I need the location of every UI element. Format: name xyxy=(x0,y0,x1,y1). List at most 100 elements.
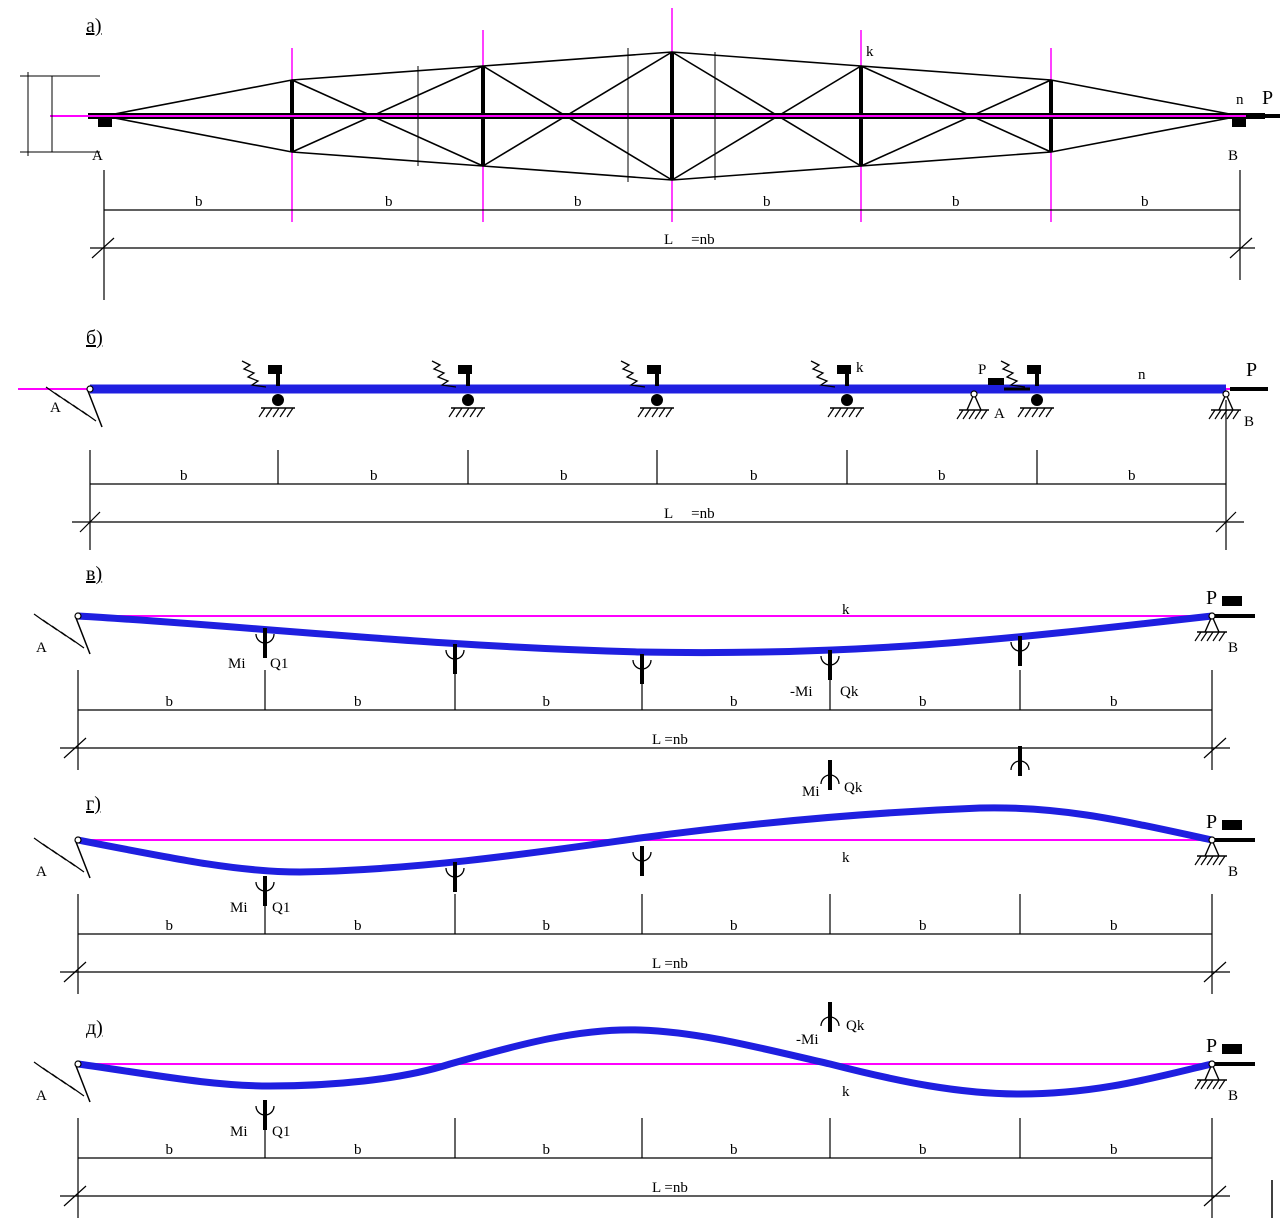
span-label: b xyxy=(1141,194,1149,210)
ground-hatch xyxy=(637,407,645,418)
panel-c-k: k xyxy=(842,602,850,618)
rotational-spring xyxy=(1000,360,1026,388)
moment-arc xyxy=(445,649,465,660)
ground-hatch xyxy=(980,409,988,420)
span-label: b xyxy=(354,694,362,710)
panel-a-left-bearing xyxy=(98,119,112,127)
wall-hatch xyxy=(81,410,97,422)
ground-hatch xyxy=(462,407,470,418)
panel-d-support-a: A xyxy=(36,864,47,880)
ground-hatch xyxy=(974,409,982,420)
ground-hatch xyxy=(1194,855,1202,866)
ground-hatch xyxy=(1045,407,1053,418)
moment-arc xyxy=(1010,641,1030,652)
span-label: b xyxy=(1110,1142,1118,1158)
panel-a-span-labels: b b b b b b xyxy=(195,194,1149,210)
panel-a-span-dims xyxy=(90,170,1255,300)
panel-b-n: n xyxy=(1138,367,1146,383)
ground-hatch xyxy=(665,407,673,418)
spring-roller xyxy=(841,394,853,406)
panel-c-p: P xyxy=(1206,587,1217,609)
panel-d-support-b: B xyxy=(1228,864,1238,880)
moment-arc xyxy=(632,851,652,862)
dimension-tick xyxy=(63,1185,87,1207)
ground-hatch xyxy=(265,407,273,418)
ground-hatch xyxy=(1214,409,1222,420)
panel-d-mk: Mi xyxy=(802,784,820,800)
panel-e-support-a: A xyxy=(36,1088,47,1104)
ground-hatch xyxy=(1206,631,1214,642)
ground-hatch xyxy=(1017,407,1025,418)
panel-e-p: P xyxy=(1206,1035,1217,1057)
ground-hatch xyxy=(834,407,842,418)
span-label: b xyxy=(919,918,927,934)
hinge-link xyxy=(75,1065,91,1103)
panel-c-support-b: B xyxy=(1228,640,1238,656)
length-label: L =nb xyxy=(652,956,688,972)
moment-arc xyxy=(632,659,652,670)
panel-a-n: n xyxy=(1236,92,1244,108)
span-label: b xyxy=(166,694,174,710)
span-label: b xyxy=(354,918,362,934)
panel-c-qk: Qk xyxy=(840,684,859,700)
spring-block xyxy=(458,365,472,374)
pin-hinge xyxy=(1222,390,1230,398)
moment-arc xyxy=(255,633,275,644)
hinge-link xyxy=(87,390,103,428)
panel-a-support-a: A xyxy=(92,148,103,164)
ground-hatch xyxy=(968,409,976,420)
dimension-tick xyxy=(1203,737,1227,759)
ground-hatch xyxy=(855,407,863,418)
span-label: b xyxy=(730,694,738,710)
rotational-spring xyxy=(810,360,836,388)
panel-b-p: P xyxy=(1246,359,1257,381)
span-label: b xyxy=(385,194,393,210)
ground-hatch xyxy=(1218,855,1226,866)
panel-a-label: a) xyxy=(86,15,102,37)
panel-c-mk: -Mi xyxy=(790,684,813,700)
ground-hatch xyxy=(1200,631,1208,642)
ground-hatch xyxy=(827,407,835,418)
hinge-link xyxy=(75,841,91,879)
mode-dimension-lines: b b b b b b L =nb b b b b b b L =nb b b b b b b L =nb xyxy=(60,670,1230,1218)
span-label: b xyxy=(1110,918,1118,934)
panel-e-m1: Mi xyxy=(230,1124,248,1140)
span-label: b xyxy=(750,468,758,484)
ground-hatch xyxy=(1024,407,1032,418)
panel-d-deflected-beam xyxy=(77,804,1213,876)
ground-hatch xyxy=(1194,631,1202,642)
ground-hatch xyxy=(1206,1079,1214,1090)
hinge xyxy=(74,612,82,620)
ground-hatch xyxy=(848,407,856,418)
spring-block xyxy=(268,365,282,374)
span-label: b xyxy=(730,1142,738,1158)
span-label: b xyxy=(166,918,174,934)
ground-hatch xyxy=(956,409,964,420)
panel-d-m1: Mi xyxy=(230,900,248,916)
span-label: b xyxy=(919,1142,927,1158)
spring-roller xyxy=(1031,394,1043,406)
ground-hatch xyxy=(1212,855,1220,866)
dimension-tick xyxy=(63,961,87,983)
panel-e-mk: -Mi xyxy=(796,1032,819,1048)
panel-d-p-box xyxy=(1222,820,1242,830)
span-label: b xyxy=(938,468,946,484)
ground-hatch xyxy=(286,407,294,418)
panel-b: б) k n P P A A B b b b b b xyxy=(18,327,1268,550)
panel-a: a) xyxy=(20,8,1280,300)
panel-b-span-dims xyxy=(72,400,1244,550)
pin-hinge xyxy=(1208,836,1216,844)
moment-arc xyxy=(820,774,840,785)
moment-arc xyxy=(255,1105,275,1116)
span-label: b xyxy=(180,468,188,484)
span-label: b xyxy=(560,468,568,484)
span-label: b xyxy=(354,1142,362,1158)
pin-hinge xyxy=(970,390,978,398)
panel-a-length: L =nb xyxy=(664,232,715,248)
panel-b-length: L =nb xyxy=(664,506,715,522)
ground-hatch xyxy=(1232,409,1240,420)
wall-hatch xyxy=(69,1085,85,1097)
dimension-tick xyxy=(63,737,87,759)
span-label: b xyxy=(1110,694,1118,710)
ground-hatch xyxy=(469,407,477,418)
